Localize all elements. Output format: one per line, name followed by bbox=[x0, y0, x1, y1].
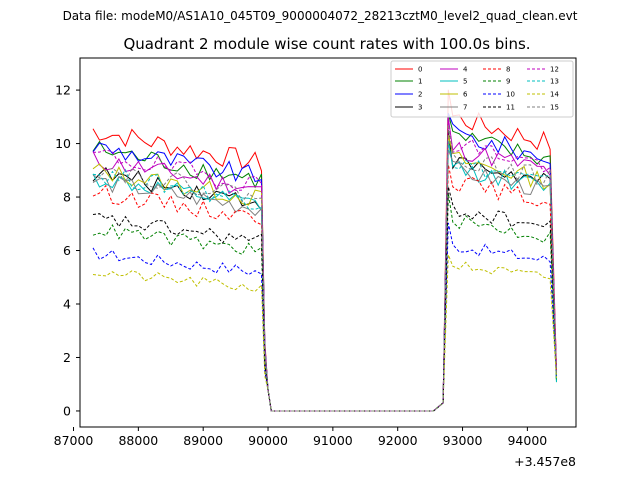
series-line-14 bbox=[92, 254, 557, 412]
y-tick-label: 12 bbox=[55, 83, 71, 98]
legend-label-13: 13 bbox=[550, 78, 559, 86]
plot-frame bbox=[79, 57, 577, 428]
legend-label-6: 6 bbox=[463, 91, 468, 99]
x-tick-label: 91000 bbox=[313, 433, 353, 448]
y-tick-label: 8 bbox=[63, 190, 71, 205]
x-tick-label: 92000 bbox=[378, 433, 418, 448]
y-axis: 0 2 4 6 8 10 12 bbox=[55, 83, 80, 418]
legend-label-2: 2 bbox=[418, 91, 422, 99]
y-tick-label: 4 bbox=[63, 297, 71, 312]
series-line-8 bbox=[92, 164, 557, 412]
y-tick-label: 2 bbox=[63, 350, 71, 365]
series-layer bbox=[92, 89, 557, 412]
chart-title: Quadrant 2 module wise count rates with … bbox=[123, 35, 530, 53]
x-tick-label: 90000 bbox=[248, 433, 288, 448]
legend-frame bbox=[390, 60, 574, 118]
legend-label-12: 12 bbox=[550, 66, 559, 74]
legend-label-4: 4 bbox=[463, 66, 468, 74]
legend-label-7: 7 bbox=[463, 104, 467, 112]
legend-label-14: 14 bbox=[550, 91, 559, 99]
legend-label-0: 0 bbox=[418, 66, 422, 74]
x-axis: 87000 88000 89000 90000 91000 92000 93000 94000 bbox=[54, 427, 547, 448]
x-tick-label: 87000 bbox=[54, 433, 94, 448]
x-offset-label: +3.457e8 bbox=[514, 454, 576, 469]
legend-label-9: 9 bbox=[506, 78, 510, 86]
series-line-13 bbox=[92, 141, 557, 412]
legend-label-3: 3 bbox=[418, 104, 422, 112]
legend-label-8: 8 bbox=[506, 66, 510, 74]
legend-label-10: 10 bbox=[506, 91, 515, 99]
series-line-12 bbox=[92, 117, 557, 412]
x-tick-label: 89000 bbox=[183, 433, 223, 448]
chart-subtitle: Data file: modeM0/AS1A10_045T09_90000040… bbox=[63, 9, 578, 23]
legend-label-5: 5 bbox=[463, 78, 467, 86]
series-line-15 bbox=[92, 124, 557, 412]
x-tick-label: 93000 bbox=[443, 433, 483, 448]
x-tick-label: 88000 bbox=[118, 433, 158, 448]
x-tick-label: 94000 bbox=[507, 433, 547, 448]
y-tick-label: 0 bbox=[63, 403, 71, 418]
y-tick-label: 10 bbox=[55, 136, 71, 151]
series-line-11 bbox=[92, 186, 557, 412]
legend-label-11: 11 bbox=[506, 104, 515, 112]
legend-label-15: 15 bbox=[550, 104, 559, 112]
y-tick-label: 6 bbox=[63, 243, 71, 258]
legend-label-1: 1 bbox=[418, 78, 422, 86]
